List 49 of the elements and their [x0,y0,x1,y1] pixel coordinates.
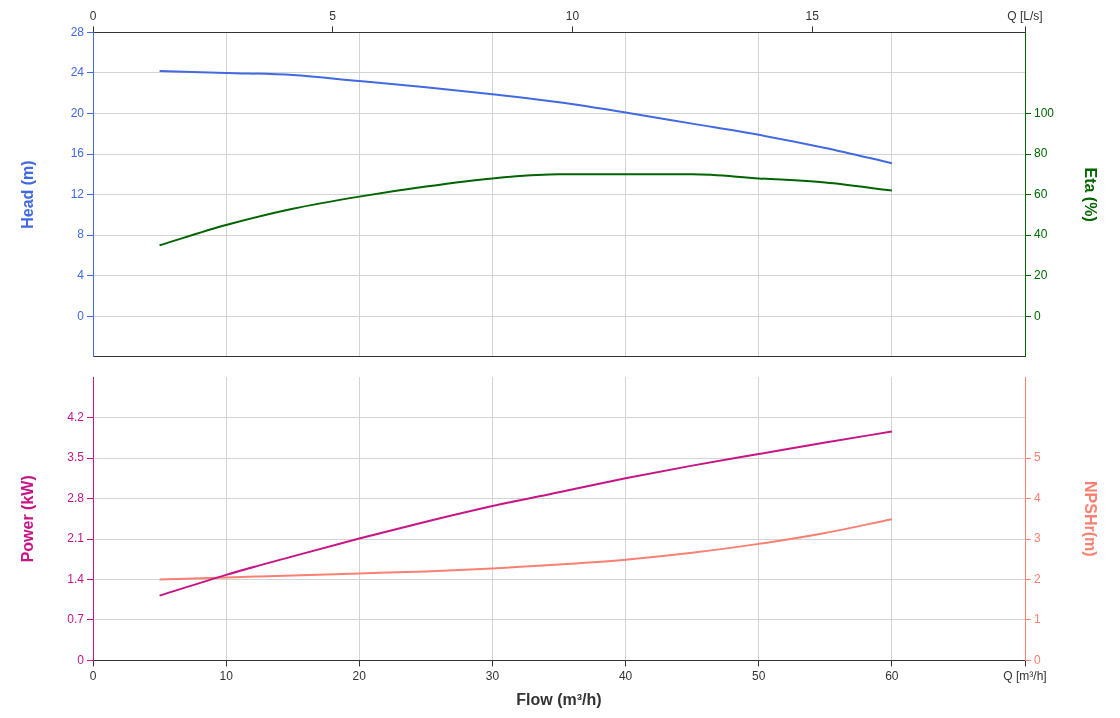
y2-tick-label: 100 [1034,105,1055,120]
x-tick-label: 0 [89,668,97,683]
y-tick-label: 4 [77,268,85,283]
y2-tick-label: 0 [1034,652,1041,667]
x-tick-label: 60 [885,668,899,683]
y2-tick-label: 3 [1034,531,1041,546]
y2-tick-label: 20 [1034,268,1048,283]
y2-tick-label: 1 [1034,612,1041,627]
y2-tick-label: 2 [1034,571,1041,586]
x2-tick-label: 10 [565,8,580,23]
y2-axis-title: NPSHr(m) [1081,481,1099,557]
line-series [158,430,893,597]
y-tick-label: 16 [70,146,85,161]
x-axis-title: Flow (m³/h) [516,690,602,708]
y-tick-label: 2.8 [67,490,85,505]
x2-tick-label: 15 [805,8,820,23]
line-series [158,69,893,165]
y-tick-label: 20 [70,105,85,120]
line-series [158,173,893,247]
line-series [158,518,893,581]
y2-tick-label: 4 [1034,490,1041,505]
y2-tick-label: 0 [1034,308,1041,323]
y2-axis-title: Eta (%) [1081,167,1099,222]
y2-tick-label: 5 [1034,450,1041,465]
y-tick-label: 28 [70,24,85,39]
y2-tick-label: 80 [1034,146,1048,161]
y-axis-title: Power (kW) [19,475,37,563]
y2-tick-label: 60 [1034,186,1048,201]
x-tick-label: 50 [752,668,766,683]
x2-tick-label: 0 [89,8,97,23]
y-axis-title: Head (m) [19,160,37,229]
y-tick-label: 0 [77,308,85,323]
y-tick-label: 8 [77,227,85,242]
x-tick-label: 30 [485,668,500,683]
y-tick-label: 0.7 [67,612,85,627]
y-tick-label: 1.4 [67,571,85,586]
x-tick-label: 40 [618,668,633,683]
y-tick-label: 12 [70,186,85,201]
x-tick-label: 20 [352,668,367,683]
y-tick-label: 3.5 [67,450,85,465]
x-tick-label: Q [m³/h] [1003,668,1047,683]
y-tick-label: 0 [77,652,85,667]
x2-tick-label: 5 [329,8,337,23]
y2-tick-label: 40 [1034,227,1048,242]
x2-tick-label: Q [L/s] [1007,8,1043,23]
y-tick-label: 24 [70,65,85,80]
x-tick-label: 10 [219,668,234,683]
y-tick-label: 4.2 [67,409,85,424]
y-tick-label: 2.1 [67,531,85,546]
